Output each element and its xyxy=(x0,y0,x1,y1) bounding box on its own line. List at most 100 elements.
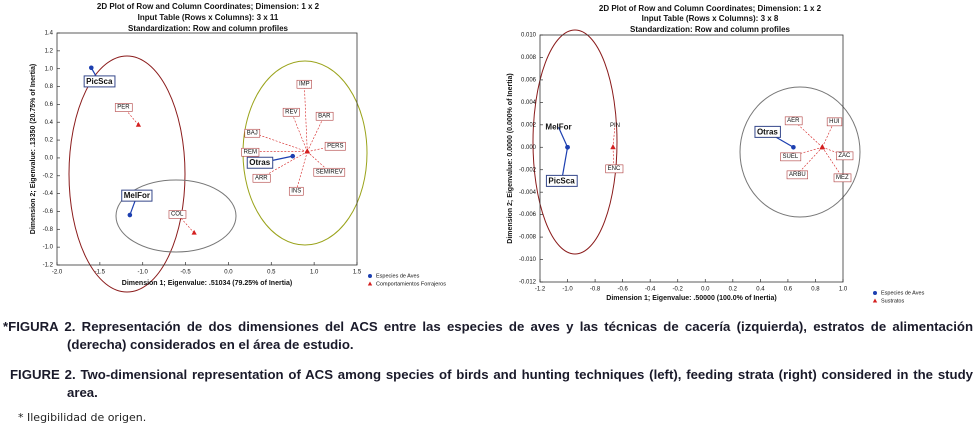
x-tick-label: -0.8 xyxy=(590,287,601,293)
chart-title: 2D Plot of Row and Column Coordinates; D… xyxy=(97,2,320,11)
figure: 2D Plot of Row and Column Coordinates; D… xyxy=(30,2,925,304)
point xyxy=(304,148,310,154)
label-box xyxy=(241,147,260,157)
x-tick-label: 1.0 xyxy=(839,287,848,293)
label-box xyxy=(114,103,133,112)
point-label: REM xyxy=(244,149,257,155)
connector xyxy=(822,146,845,156)
point xyxy=(135,121,142,127)
label-box xyxy=(168,210,187,219)
point xyxy=(791,144,796,150)
x-axis-label: Dimension 1; Eigenvalue: .51034 (79.25% … xyxy=(122,280,292,287)
y-tick-label: -0.8 xyxy=(43,227,54,233)
y-tick-label: 0.008 xyxy=(521,55,537,61)
x-tick-label: -1.2 xyxy=(535,287,546,293)
y-tick-label: -0.2 xyxy=(43,173,54,179)
caption-es: *FIGURA 2. Representación de dos dimensi… xyxy=(3,319,973,352)
point-label: PERS xyxy=(327,143,343,149)
connector xyxy=(822,147,843,178)
y-tick-label: -1.2 xyxy=(43,263,54,269)
connector xyxy=(612,125,616,148)
x-tick-label: 0.2 xyxy=(729,287,738,293)
point-label: MelFor xyxy=(545,122,571,131)
y-tick-label: 0.4 xyxy=(45,120,54,126)
label-box xyxy=(780,152,802,162)
x-tick-label: -2.0 xyxy=(52,270,63,276)
y-tick-label: 1.4 xyxy=(45,31,54,37)
x-tick-label: -1.0 xyxy=(138,270,149,276)
label-box xyxy=(605,164,624,174)
label-box xyxy=(786,170,808,180)
legend-marker xyxy=(873,291,877,295)
chart-title: Standardization: Row and column profiles xyxy=(630,25,791,34)
point xyxy=(191,229,197,235)
x-tick-label: 0.5 xyxy=(267,270,276,276)
label-box xyxy=(836,151,854,161)
y-axis-label: Dimension 2; Eigenvalue: .13350 (20.75% … xyxy=(30,64,37,234)
x-axis-label: Dimension 1; Eigenvalue: .50000 (100.0% … xyxy=(606,295,776,302)
legend-marker xyxy=(368,274,372,278)
ellipse xyxy=(532,29,618,255)
label-box xyxy=(833,173,852,183)
y-tick-label: 1.0 xyxy=(45,66,54,72)
plot-frame xyxy=(56,32,358,266)
point-label: IMP xyxy=(299,81,310,87)
point-label: ZAC xyxy=(838,153,851,159)
x-tick-label: 0.4 xyxy=(756,287,765,293)
chart-title: Input Table (Rows x Columns): 3 x 8 xyxy=(642,14,779,23)
y-tick-label: 0.006 xyxy=(521,77,537,83)
chart-title: Input Table (Rows x Columns): 3 x 11 xyxy=(138,13,279,22)
label-box xyxy=(826,117,843,127)
connector xyxy=(291,111,308,152)
chart-title: 2D Plot of Row and Column Coordinates; D… xyxy=(599,4,822,13)
label-box xyxy=(252,173,271,183)
point-label: REV xyxy=(285,109,297,115)
y-tick-label: -0.012 xyxy=(519,280,537,286)
point-label: PER xyxy=(117,104,130,110)
y-tick-label: -0.004 xyxy=(519,190,537,196)
y-tick-label: -1.0 xyxy=(43,245,54,251)
point-label: ARR xyxy=(255,175,268,181)
point-label: PIN xyxy=(610,123,620,129)
ellipse xyxy=(739,86,861,218)
connector xyxy=(557,127,569,148)
y-tick-label: 0.010 xyxy=(521,33,537,39)
connector xyxy=(252,132,308,152)
connector xyxy=(295,151,308,191)
label-box xyxy=(545,174,578,187)
label-box xyxy=(246,156,274,169)
point-label: MEZ xyxy=(836,175,849,181)
connector xyxy=(822,121,835,148)
connector xyxy=(797,147,823,175)
y-tick-label: -0.010 xyxy=(519,257,537,263)
point-label: SUEL xyxy=(782,154,798,160)
point-label: PicSca xyxy=(548,176,575,185)
label-box xyxy=(754,125,781,138)
point-label: MelFor xyxy=(124,191,150,200)
y-tick-label: 0.000 xyxy=(521,145,537,151)
y-tick-label: 0.0 xyxy=(45,156,54,162)
label-box xyxy=(83,75,116,88)
point-label: Otras xyxy=(249,158,270,167)
label-box xyxy=(282,107,300,117)
legend-label: Especies de Aves xyxy=(376,273,420,279)
connector xyxy=(123,106,139,126)
point-label: BAR xyxy=(318,113,331,119)
connector xyxy=(303,83,308,152)
point-label: ARBU xyxy=(789,172,806,178)
point-label: PicSca xyxy=(86,77,113,86)
point-label: HUI xyxy=(829,119,840,125)
point xyxy=(88,65,94,71)
x-tick-label: -0.2 xyxy=(673,287,684,293)
connector xyxy=(307,115,325,152)
point xyxy=(565,144,570,150)
y-tick-label: -0.002 xyxy=(519,167,537,173)
point xyxy=(819,144,825,150)
legend-label: Comportamientos Forrajeros xyxy=(376,281,446,287)
y-tick-label: -0.008 xyxy=(519,235,537,241)
point-label: BAJ xyxy=(247,130,258,136)
label-box xyxy=(244,128,261,138)
label-box xyxy=(288,186,304,196)
y-tick-label: -0.6 xyxy=(43,209,54,215)
